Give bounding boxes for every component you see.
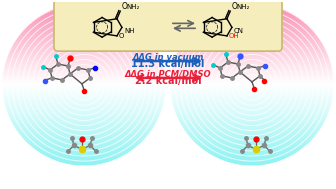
Text: NH₂: NH₂ [236,4,250,10]
Text: O: O [119,33,124,39]
Text: NH₂: NH₂ [126,4,140,10]
Text: 11.3 kcal/mol: 11.3 kcal/mol [131,59,205,69]
Text: OH: OH [229,33,240,39]
Text: ΔΔG in vacuum: ΔΔG in vacuum [132,53,204,62]
Text: ΔΔG in PCM/DMSO: ΔΔG in PCM/DMSO [125,69,211,78]
Text: CN: CN [234,28,244,34]
Text: O: O [231,2,237,11]
Text: NH: NH [124,28,134,34]
Text: O: O [121,2,127,11]
FancyBboxPatch shape [54,0,282,51]
Text: 2.2 kcal/mol: 2.2 kcal/mol [135,76,201,86]
